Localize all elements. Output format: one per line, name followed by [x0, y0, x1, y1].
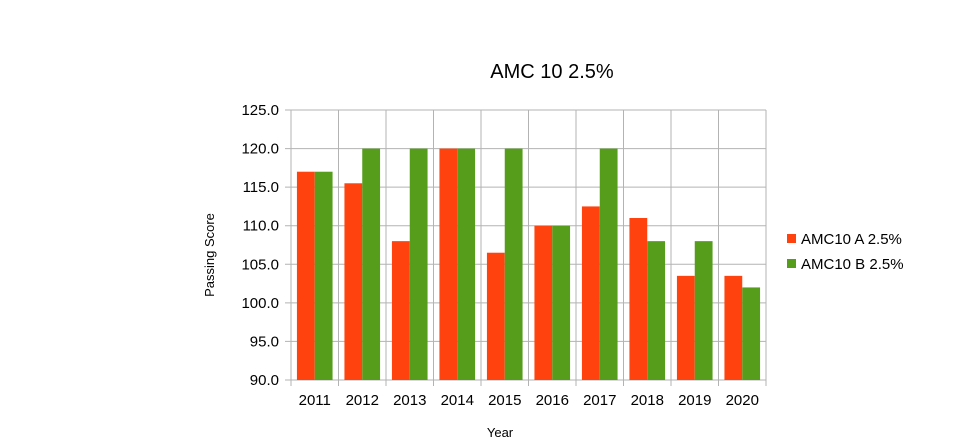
x-tick-label: 2017 — [583, 392, 616, 409]
x-tick-label: 2019 — [678, 392, 711, 409]
bar-b-2012 — [362, 148, 381, 380]
bar-b-2019 — [694, 241, 713, 380]
y-axis-label: Passing Score — [202, 213, 217, 297]
legend: AMC10 A 2.5% AMC10 B 2.5% — [787, 231, 904, 273]
x-tick-label: 2016 — [536, 392, 569, 409]
bar-b-2011 — [314, 171, 333, 380]
x-tick-label: 2012 — [346, 392, 379, 409]
chart-title: AMC 10 2.5% — [490, 61, 614, 83]
bar-b-2014 — [457, 148, 476, 380]
bar-b-2015 — [504, 148, 523, 380]
axes — [290, 110, 767, 386]
bars — [296, 148, 761, 380]
y-tick-label: 115.0 — [243, 179, 279, 196]
x-tick-label: 2013 — [393, 392, 426, 409]
bar-a-2017 — [581, 206, 600, 380]
bar-a-2018 — [629, 218, 648, 380]
bar-a-2020 — [724, 275, 743, 380]
y-tick-label: 100.0 — [241, 295, 279, 312]
bar-a-2013 — [391, 241, 410, 380]
legend-label: AMC10 A 2.5% — [801, 231, 902, 248]
bar-a-2011 — [296, 171, 315, 380]
bar-b-2018 — [647, 241, 666, 380]
bar-a-2016 — [534, 225, 553, 380]
y-tick-label: 105.0 — [241, 256, 279, 273]
y-tick-label: 90.0 — [250, 372, 279, 389]
x-tick-label: 2014 — [441, 392, 474, 409]
y-tick-label: 120.0 — [241, 141, 279, 158]
y-tick-label: 95.0 — [250, 333, 279, 350]
bar-a-2019 — [676, 275, 695, 380]
bar-b-2013 — [409, 148, 428, 380]
bar-a-2015 — [486, 252, 505, 380]
bar-b-2017 — [599, 148, 618, 380]
x-axis-label: Year — [487, 425, 514, 440]
x-tick-label: 2020 — [726, 392, 759, 409]
x-tick-label: 2011 — [299, 392, 331, 409]
bar-b-2016 — [552, 225, 571, 380]
legend-label: AMC10 B 2.5% — [801, 256, 904, 273]
x-tick-label: 2018 — [631, 392, 664, 409]
x-tick-label: 2015 — [488, 392, 521, 409]
bar-b-2020 — [742, 287, 761, 380]
x-tick-labels: 2011 2012 2013 2014 2015 2016 2017 2018 2019 2020 — [299, 392, 759, 409]
bar-a-2014 — [439, 148, 458, 380]
bar-a-2012 — [344, 183, 363, 380]
y-tick-label: 125.0 — [241, 102, 279, 119]
y-tick-label: 110.0 — [243, 218, 279, 235]
y-tick-labels: 125.0 120.0 115.0 110.0 105.0 100.0 95.0 90.0 — [241, 102, 279, 389]
legend-swatch — [787, 259, 796, 268]
legend-swatch — [787, 234, 796, 243]
